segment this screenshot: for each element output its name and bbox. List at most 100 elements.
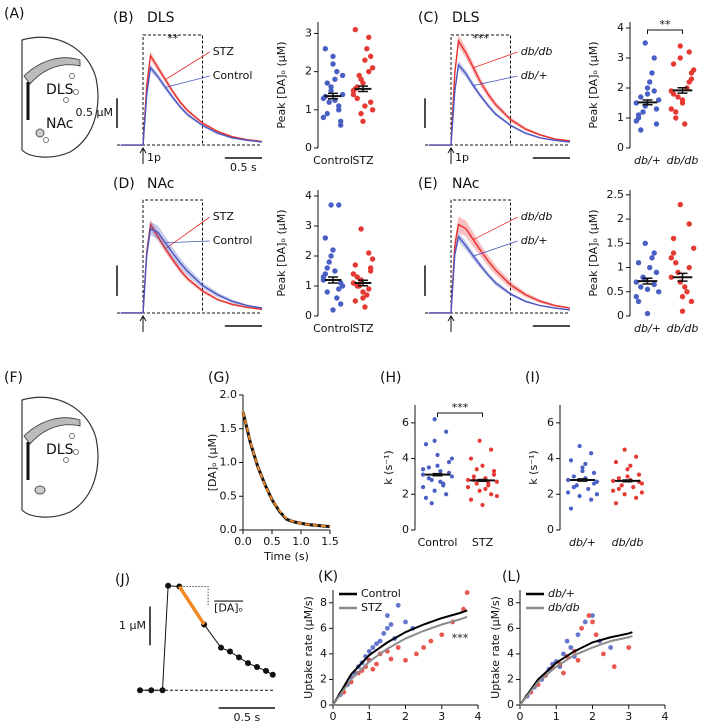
y-tick-label: 2 — [547, 487, 554, 500]
significance: ** — [167, 32, 179, 45]
stimulus-arrow — [139, 147, 147, 164]
data-point — [647, 79, 653, 85]
data-point — [326, 99, 332, 105]
region-label: DLS — [46, 82, 74, 98]
panel-label: (E) — [418, 176, 438, 192]
data-point — [644, 91, 651, 97]
data-point — [439, 632, 445, 638]
x-tick-label: 0.5 — [263, 535, 281, 548]
y-tick-label: 1 — [617, 261, 624, 274]
data-point — [591, 481, 597, 486]
data-point — [360, 118, 366, 124]
data-point — [395, 645, 401, 650]
data-point — [580, 468, 585, 474]
data-point — [322, 46, 329, 52]
data-point — [421, 472, 426, 477]
significance: ** — [660, 18, 672, 31]
data-point — [673, 115, 679, 121]
data-point — [653, 106, 660, 112]
scale-label-y: 1 μM — [119, 619, 146, 632]
data-point — [466, 485, 471, 490]
error-bar — [577, 478, 588, 482]
bracket-label: [DA]ₒ — [214, 602, 243, 615]
data-point — [608, 645, 614, 650]
y-tick-label: 6 — [402, 416, 409, 429]
data-point — [625, 474, 630, 479]
leader-line — [165, 51, 210, 80]
x-tick-label: STZ — [352, 154, 374, 167]
data-point — [577, 443, 582, 449]
data-point — [468, 497, 474, 502]
data-point — [322, 235, 329, 241]
data-point — [582, 619, 588, 625]
error-bar — [328, 276, 338, 284]
data-point — [352, 26, 359, 33]
data-point — [613, 460, 619, 465]
y-tick-label: 1.5 — [607, 236, 625, 249]
data-point — [575, 632, 581, 638]
y-tick-label: 2 — [507, 672, 514, 685]
y-axis-label: Peak [DA]ₒ (μM) — [275, 209, 288, 296]
data-point — [474, 481, 479, 486]
data-point — [369, 65, 376, 71]
data-point — [332, 268, 338, 274]
data-point — [449, 456, 454, 461]
data-point — [356, 72, 362, 79]
data-point — [446, 460, 452, 465]
data-point — [471, 474, 476, 479]
y-tick-label: 4 — [402, 452, 409, 465]
data-point — [354, 274, 360, 280]
data-point — [332, 76, 338, 82]
x-tick-label: 0 — [330, 710, 337, 723]
data-point — [336, 202, 342, 208]
window-box — [142, 199, 204, 313]
data-point — [673, 259, 679, 266]
y-tick-label: 2.0 — [220, 388, 238, 401]
data-point — [326, 259, 332, 265]
data-point — [494, 493, 499, 499]
data-point — [336, 107, 342, 113]
data-point — [426, 465, 431, 470]
data-point — [388, 622, 394, 627]
data-point — [360, 80, 366, 86]
leader-line — [165, 240, 210, 244]
region-label: NAc — [452, 176, 480, 192]
data-point — [682, 121, 688, 127]
y-tick-label: 4 — [547, 452, 554, 465]
x-tick-label: 3 — [438, 710, 445, 723]
data-point — [421, 485, 426, 490]
data-point — [638, 127, 644, 133]
significance: *** — [452, 401, 469, 414]
data-point — [435, 463, 440, 468]
data-point — [668, 255, 674, 261]
data-point — [600, 651, 606, 657]
error-bar — [622, 479, 633, 483]
region-label: NAc — [46, 116, 74, 132]
y-tick-label: 0 — [617, 309, 624, 322]
panel-label: (F) — [4, 370, 23, 386]
stimulus-arrow — [447, 314, 455, 332]
x-axis-label: Time (s) — [263, 550, 309, 563]
data-point — [686, 264, 692, 271]
leader-line — [165, 75, 210, 88]
data-point — [384, 613, 390, 618]
data-point — [236, 654, 242, 661]
data-point — [336, 103, 342, 109]
data-point — [644, 286, 651, 293]
panel-label: (A) — [4, 6, 25, 22]
data-point — [679, 97, 686, 103]
data-point — [328, 253, 334, 259]
data-point — [583, 461, 588, 467]
data-point — [616, 486, 621, 492]
sem-band — [428, 216, 570, 313]
data-point — [670, 91, 677, 97]
data-point — [611, 488, 616, 493]
data-point — [330, 61, 336, 67]
error-bar — [432, 472, 443, 477]
data-point — [619, 483, 624, 488]
region-label: DLS — [147, 10, 175, 26]
x-tick-label: 1.0 — [292, 535, 310, 548]
window-box — [142, 34, 204, 146]
series-label: Control — [213, 69, 253, 82]
data-point — [656, 289, 662, 295]
